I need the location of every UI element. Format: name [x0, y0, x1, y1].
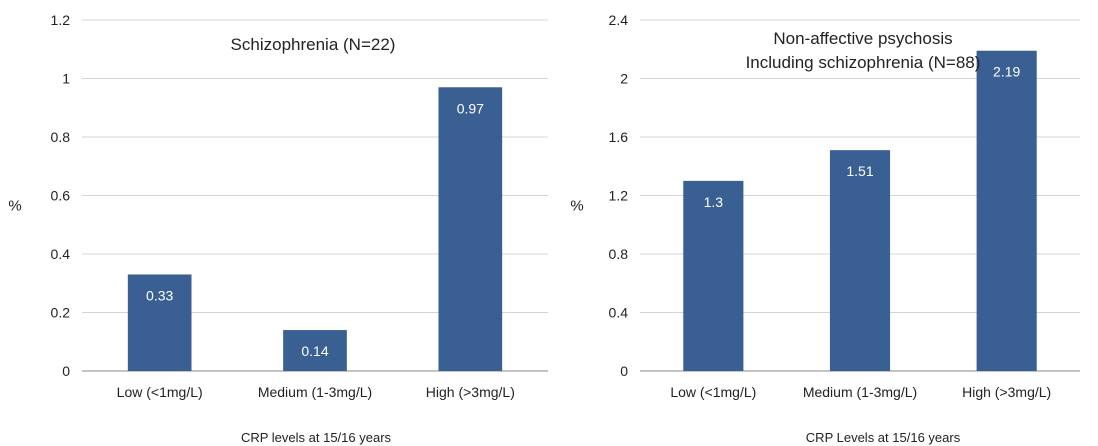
y-tick-label: 1.6 — [609, 129, 629, 145]
bar — [683, 180, 744, 371]
chart-schizophrenia: 0 0.2 0.4 0.6 0.8 1 1.2% 0.33 Low (<1mg/L) 0.14 Me… — [8, 12, 548, 445]
y-tick-label: 0 — [620, 363, 628, 379]
x-tick-label: Medium (1-3mg/L) — [803, 384, 917, 400]
y-tick-label: 2.4 — [609, 12, 629, 28]
chart-title: Including schizophrenia (N=88) — [746, 53, 981, 72]
y-tick-label: 0.6 — [51, 188, 71, 204]
chart-title: Non-affective psychosis — [773, 29, 952, 48]
x-axis-label: CRP Levels at 15/16 years — [806, 430, 961, 445]
bar-value-label: 0.97 — [457, 100, 484, 116]
bar-value-label: 0.14 — [301, 343, 328, 359]
y-tick-label: 2 — [620, 71, 628, 87]
bar — [438, 87, 503, 372]
bar — [283, 330, 347, 371]
x-tick-label: Medium (1-3mg/L) — [258, 384, 372, 400]
chart-title: Schizophrenia (N=22) — [231, 35, 396, 54]
y-tick-label: 0.8 — [51, 129, 71, 145]
y-tick-label: 0 — [62, 363, 70, 379]
y-axis-label: % — [570, 198, 583, 215]
x-tick-label: Low (<1mg/L) — [670, 384, 756, 400]
chart-non-affective-psychosis: 0 0.4 0.8 1.2 1.6 2 2.4% 1.3 Low (<1mg/L) 1.51 Med… — [570, 12, 1080, 445]
y-axis-label: % — [8, 198, 21, 215]
y-tick-label: 1.2 — [51, 12, 71, 28]
y-tick-label: 0.8 — [609, 246, 629, 262]
bar-value-label: 0.33 — [146, 287, 173, 303]
y-tick-label: 1 — [62, 71, 70, 87]
y-tick-label: 0.4 — [51, 246, 71, 262]
bar — [976, 50, 1037, 372]
x-axis-label: CRP levels at 15/16 years — [241, 430, 392, 445]
y-tick-label: 1.2 — [609, 188, 629, 204]
x-tick-label: High (>3mg/L) — [962, 384, 1051, 400]
x-tick-label: High (>3mg/L) — [426, 384, 515, 400]
y-tick-label: 0.4 — [609, 305, 629, 321]
x-tick-label: Low (<1mg/L) — [117, 384, 203, 400]
y-tick-label: 0.2 — [51, 305, 71, 321]
bar-value-label: 1.51 — [846, 163, 873, 179]
bar-value-label: 2.19 — [993, 64, 1020, 80]
bar — [127, 274, 192, 371]
bar — [829, 150, 891, 371]
bar-value-label: 1.3 — [704, 194, 724, 210]
